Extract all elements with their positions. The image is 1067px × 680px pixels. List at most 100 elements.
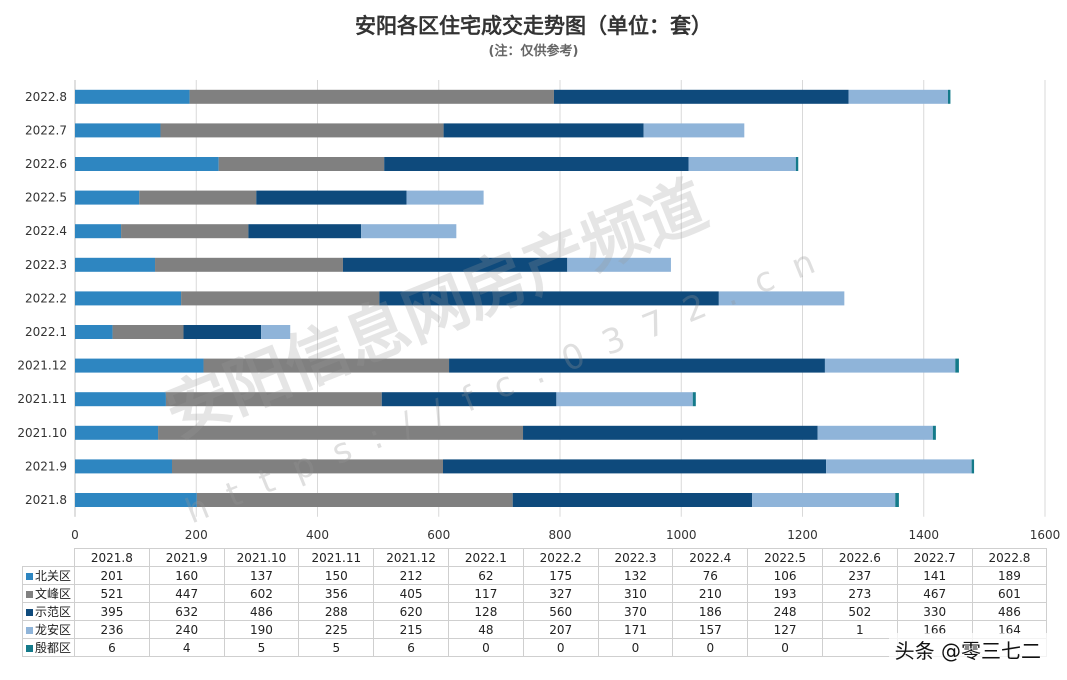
table-cell: 215: [373, 620, 449, 639]
legend-swatch: [26, 591, 33, 598]
table-row: 北关区 201 160 137 150 212 62 175 132 76 106 237 141 189: [22, 566, 1048, 585]
bar-segment: [139, 190, 257, 205]
legend-label: 北关区: [35, 569, 72, 583]
bar-segment: [817, 425, 933, 440]
data-table: 2021.8 2021.9 2021.10 2021.11 2021.12 2022.1 2…: [22, 548, 1048, 657]
table-cell: 132: [597, 566, 674, 585]
table-cell: 486: [971, 602, 1048, 621]
bar-segment: [261, 325, 291, 339]
table-cell: 160: [148, 566, 225, 585]
legend-entry: 龙安区: [22, 620, 75, 639]
table-row: 示范区 395 632 486 288 620 128 560 370 186 248 502 330 4…: [22, 602, 1048, 621]
table-cell: 212: [373, 566, 449, 585]
x-tick-label: 600: [427, 528, 450, 542]
table-cell: 601: [971, 584, 1048, 603]
table-cell: 150: [298, 566, 375, 585]
bar-segment: [523, 425, 818, 440]
bar-segment: [75, 257, 156, 272]
table-cell: 0: [672, 638, 749, 657]
legend-entry: 示范区: [22, 602, 75, 621]
bar-segment: [75, 224, 122, 239]
y-tick-label: 2021.8: [25, 493, 67, 507]
table-cell: 137: [223, 566, 300, 585]
y-tick-label: 2022.6: [25, 157, 67, 171]
y-tick-label: 2021.12: [17, 359, 67, 373]
table-column-header: 2022.2: [522, 548, 599, 567]
legend-label: 文峰区: [35, 587, 72, 601]
table-column-header: 2022.4: [672, 548, 749, 567]
table-cell: 632: [148, 602, 225, 621]
bar-segment: [718, 291, 845, 306]
bar-segment: [379, 291, 719, 306]
bar-segment: [155, 257, 343, 272]
chart-title: 安阳各区住宅成交走势图（单位：套）: [355, 14, 712, 38]
table-cell: 201: [74, 566, 150, 585]
bar-segment: [688, 157, 796, 171]
table-cell: 602: [223, 584, 300, 603]
bar-segment: [172, 459, 443, 474]
bar-segment: [121, 224, 249, 239]
bar-segment: [384, 157, 689, 171]
table-cell: 273: [821, 584, 898, 603]
y-tick-label: 2022.5: [25, 191, 67, 205]
bar-segment: [75, 493, 197, 507]
table-cell: 467: [896, 584, 973, 603]
bar-segment: [75, 190, 140, 205]
bar-segment: [824, 358, 956, 373]
table-cell: 1: [821, 620, 898, 639]
table-column-header: 2021.11: [298, 548, 375, 567]
table-cell: 237: [821, 566, 898, 585]
table-cell: 225: [298, 620, 375, 639]
table-cell: 127: [747, 620, 823, 639]
bar-segment: [443, 123, 644, 138]
bar-segment: [567, 257, 671, 272]
bar-segment: [256, 190, 407, 205]
x-tick-label: 400: [306, 528, 329, 542]
bar-segment: [75, 291, 182, 306]
bar-segment: [160, 123, 444, 138]
bar-segment: [795, 157, 799, 171]
table-cell: 288: [298, 602, 375, 621]
table-column-header: 2022.6: [821, 548, 898, 567]
table-cell: 560: [522, 602, 599, 621]
bar-segment: [556, 392, 693, 407]
y-tick-label: 2022.2: [25, 291, 67, 305]
legend-label: 龙安区: [35, 623, 72, 637]
table-cell: 117: [447, 584, 524, 603]
table-cell: 0: [447, 638, 524, 657]
x-tick-label: 800: [549, 528, 572, 542]
legend-entry: 文峰区: [22, 584, 75, 603]
table-cell: 141: [896, 566, 973, 585]
table-cell: 395: [74, 602, 150, 621]
bar-segment: [183, 325, 262, 339]
table-cell: 356: [298, 584, 375, 603]
table-cell: 62: [447, 566, 524, 585]
table-cell: 190: [223, 620, 300, 639]
source-credit: 头条 @零三七二: [888, 633, 1047, 666]
table-cell: 405: [373, 584, 449, 603]
y-tick-label: 2022.8: [25, 90, 67, 104]
bar-segment: [826, 459, 972, 474]
x-tick-label: 1600: [1030, 528, 1061, 542]
table-header-row: 2021.8 2021.9 2021.10 2021.11 2021.12 2022.1 2…: [22, 548, 1048, 567]
y-tick-label: 2022.4: [25, 224, 67, 238]
table-cell: 0: [747, 638, 823, 657]
table-column-header: 2022.7: [896, 548, 973, 567]
table-cell: 236: [74, 620, 150, 639]
table-cell: 128: [447, 602, 524, 621]
bar-segment: [75, 425, 159, 440]
bar-segment: [218, 157, 385, 171]
y-tick-label: 2022.7: [25, 123, 67, 137]
bar-segment: [971, 459, 975, 474]
legend-swatch: [26, 645, 33, 652]
bar-segment: [692, 392, 696, 407]
table-cell: 6: [373, 638, 449, 657]
table-cell: 171: [597, 620, 674, 639]
bar-segment: [643, 123, 745, 138]
table-cell: 447: [148, 584, 225, 603]
table-cell: 189: [971, 566, 1048, 585]
bar-segment: [955, 358, 959, 373]
bar-segment: [75, 157, 219, 171]
table-cell: 5: [298, 638, 375, 657]
legend-swatch: [26, 573, 33, 580]
